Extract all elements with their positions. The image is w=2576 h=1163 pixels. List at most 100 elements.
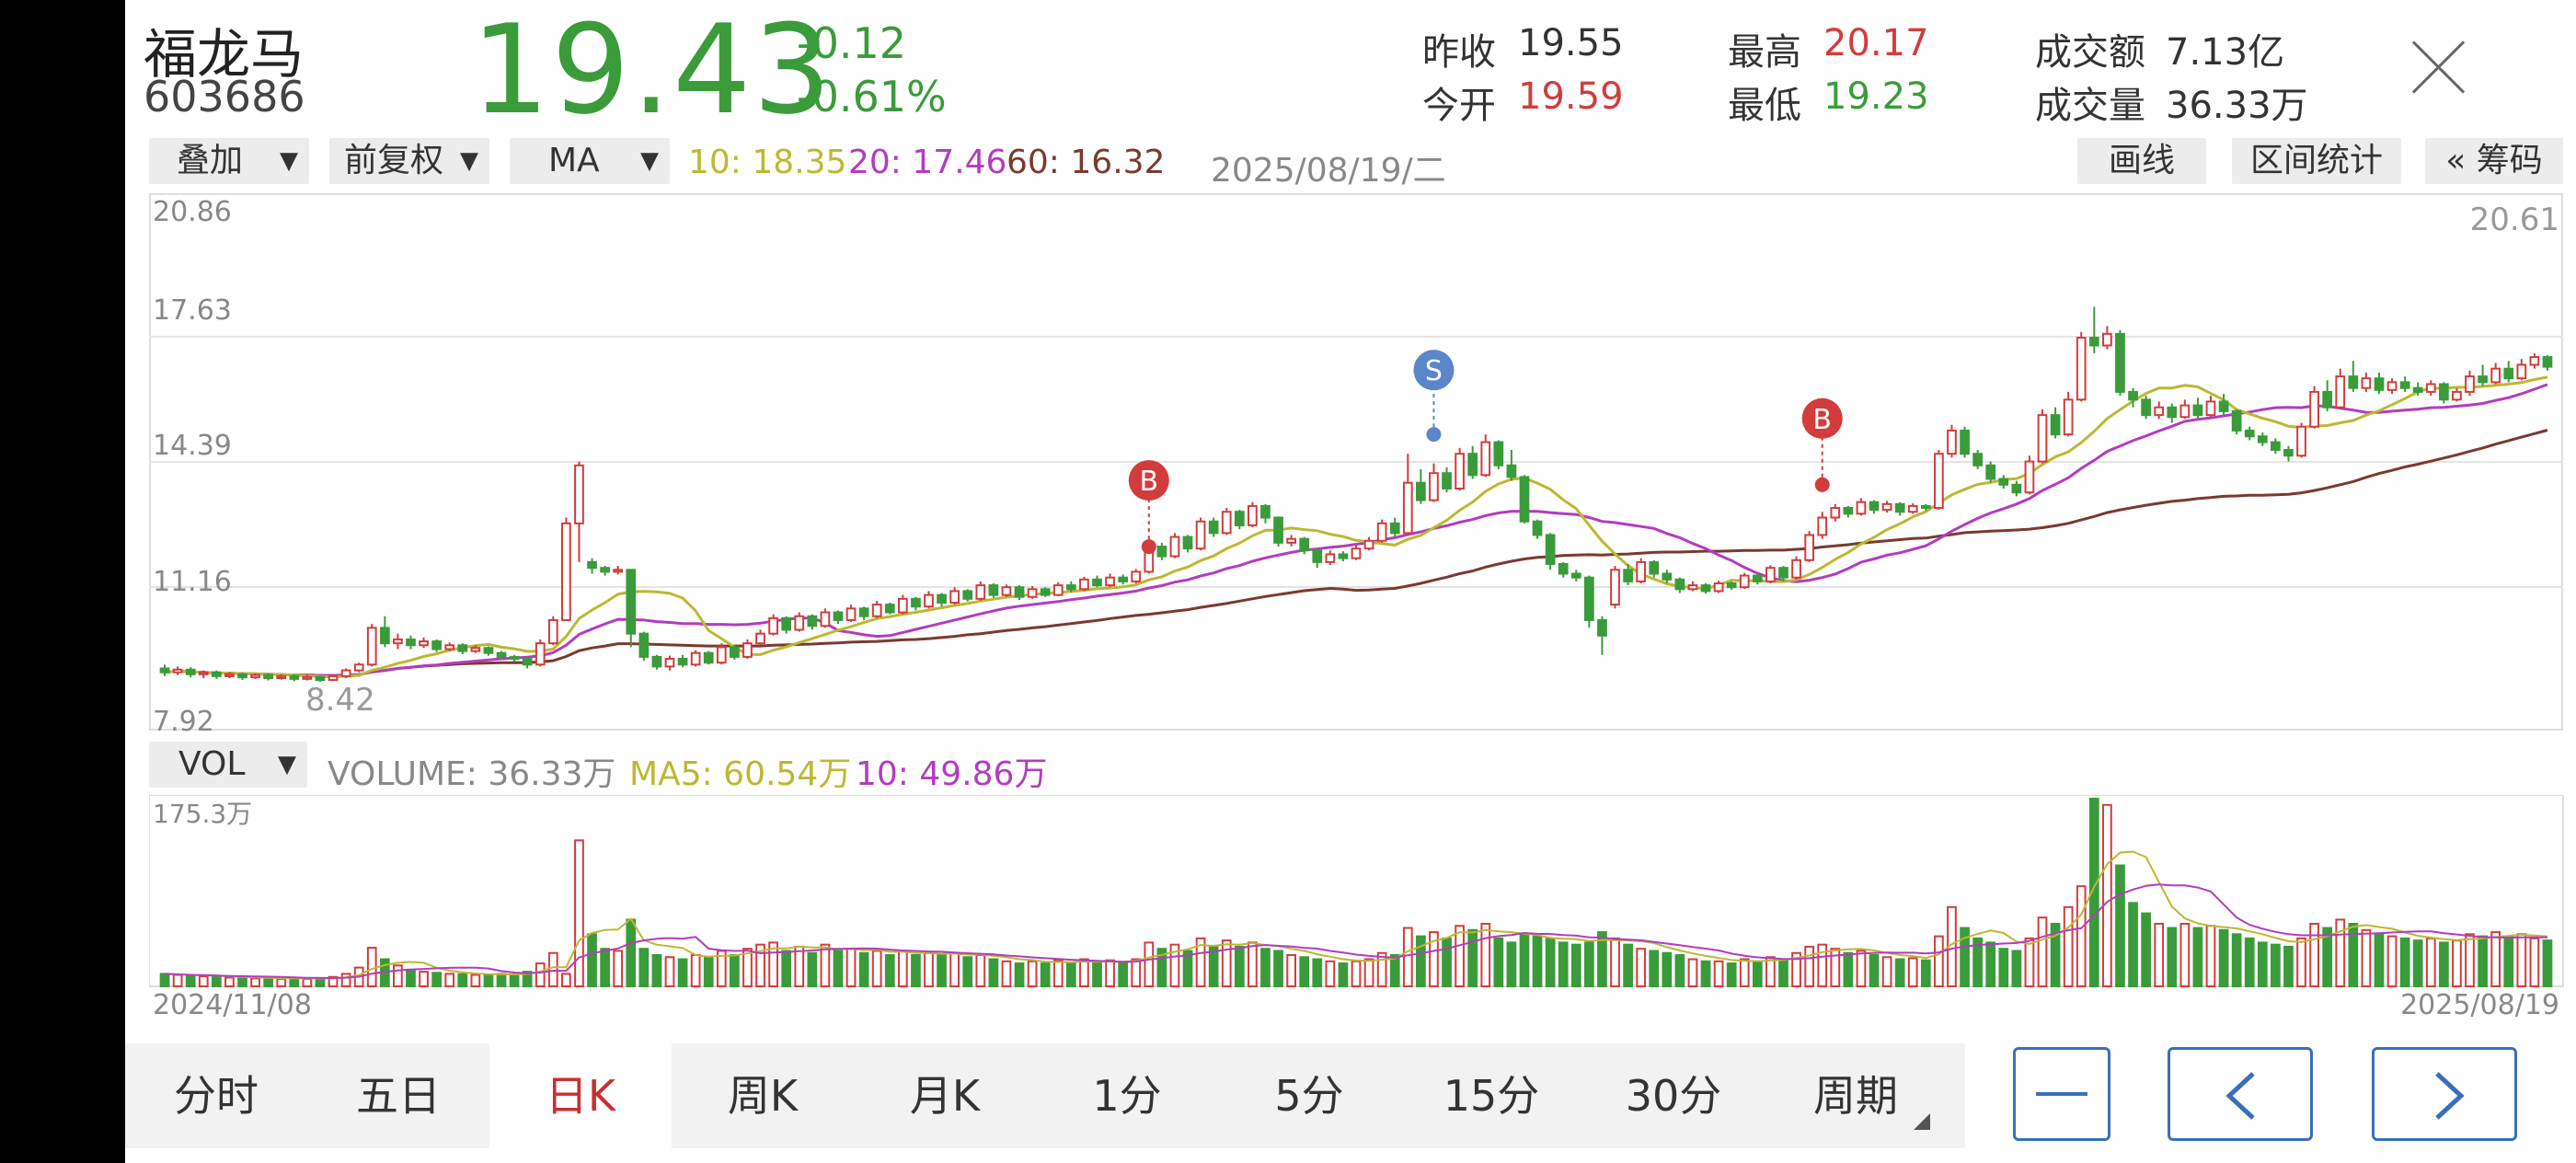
volume-bar (703, 956, 714, 987)
volume-bar (1623, 943, 1633, 988)
volume-bar (1713, 960, 1724, 988)
candle-down (2399, 381, 2410, 389)
volume-bar (638, 948, 650, 987)
volume-bar (2452, 939, 2462, 987)
volume-bar (1597, 931, 1607, 987)
candle-down (2218, 400, 2229, 412)
x-end-label: 2025/08/19 (2400, 989, 2559, 1019)
volume-bar (1998, 948, 2009, 987)
candle-down (1778, 567, 1788, 579)
range-stats-button[interactable]: 区间统计 (2232, 138, 2401, 184)
volume-bar (2335, 918, 2346, 987)
volume-bar (2063, 905, 2074, 987)
candle-down (2271, 441, 2281, 451)
candle-up (444, 644, 455, 651)
candle-up (535, 642, 546, 666)
volume-chart[interactable]: 175.3万 2024/11/08 2025/08/19 (149, 795, 2565, 1019)
volume-bar (755, 943, 765, 988)
tab-8[interactable]: 30分 (1625, 1071, 1722, 1121)
candle-down (781, 616, 792, 631)
volume-bar (651, 954, 662, 987)
candle-up (949, 590, 960, 605)
overlay-dropdown[interactable]: 叠加 ▼ (149, 138, 309, 184)
y-tick-label: 7.92 (153, 706, 214, 734)
candle-up (224, 673, 235, 677)
tab-4[interactable]: 月K (909, 1071, 981, 1121)
candle-down (911, 597, 921, 608)
tab-7[interactable]: 15分 (1443, 1071, 1540, 1121)
candle-down (2283, 448, 2294, 457)
vol-ma5: MA5: 60.54万 (629, 755, 852, 793)
volume-bar (1248, 941, 1258, 987)
volume-bar (1869, 954, 1880, 987)
vol-dropdown[interactable]: VOL ▼ (149, 742, 307, 788)
volume-bar (2296, 937, 2306, 988)
volume-bar (2386, 935, 2398, 988)
tab-5[interactable]: 1分 (1092, 1071, 1162, 1121)
tab-6[interactable]: 5分 (1274, 1071, 1344, 1121)
candle-down (379, 627, 390, 645)
candle-down (2231, 409, 2242, 432)
volume-bar (742, 948, 753, 987)
volume-bar (2102, 803, 2112, 987)
volume-bar (1894, 958, 1905, 988)
volume-bar (626, 918, 637, 987)
volume-bar (1843, 951, 1854, 988)
candle-down (1467, 453, 1478, 477)
candle-down (509, 655, 520, 660)
volume-bar (1052, 959, 1064, 988)
volume-bar (937, 954, 947, 987)
indicator-dropdown[interactable]: MA ▼ (510, 138, 670, 184)
volume-bar (1195, 937, 1206, 988)
volume-bar (1105, 959, 1115, 988)
candle-down (1014, 586, 1025, 598)
candle-up (1739, 574, 1750, 589)
volume-bar (2154, 923, 2165, 987)
volume-bar (2542, 939, 2553, 987)
candle-up (328, 674, 339, 682)
volume-bar (457, 973, 468, 987)
candle-up (2452, 390, 2462, 401)
candle-down (1260, 504, 1271, 519)
volume-bar (1765, 956, 1776, 987)
ma-lines (164, 375, 2548, 679)
adjust-dropdown[interactable]: 前复权 ▼ (329, 138, 489, 184)
volume-bar (1506, 941, 1517, 987)
tab-9[interactable]: 周期 (1813, 1071, 1898, 1121)
volume-label: 成交量 (2035, 85, 2145, 127)
volume-bar (2399, 937, 2410, 988)
candle-down (1920, 504, 1931, 510)
candle-down (315, 675, 326, 682)
volume-bar (690, 954, 701, 987)
close-icon[interactable] (2407, 35, 2471, 99)
tab-2[interactable]: 日K (489, 1043, 672, 1148)
volume-bar (1040, 962, 1051, 987)
volume-bar (1118, 962, 1129, 987)
candlestick-chart[interactable]: BSBS 20.86 17.63 14.39 11.16 7.92 20.61 … (149, 193, 2565, 734)
chips-button[interactable]: « 筹码 (2425, 138, 2563, 184)
volume-bar (1570, 943, 1581, 988)
volume-bar (911, 954, 921, 987)
candle-down (1843, 507, 1854, 515)
tab-0[interactable]: 分时 (174, 1071, 259, 1121)
candle-down (1649, 560, 1660, 575)
volume-bar (1079, 958, 1089, 988)
scroll-right-button[interactable] (2372, 1047, 2517, 1141)
volume-bar (328, 975, 339, 988)
candle-down (1312, 549, 1323, 563)
candle-down (833, 611, 844, 621)
open-value: 19.59 (1518, 75, 1624, 118)
tab-1[interactable]: 五日 (356, 1071, 441, 1121)
tab-3[interactable]: 周K (727, 1071, 799, 1121)
volume-bar (1182, 950, 1193, 987)
zoom-out-button[interactable] (2013, 1047, 2110, 1141)
candle-up (2205, 400, 2216, 417)
volume-bar (768, 941, 778, 987)
draw-line-button[interactable]: 画线 (2077, 138, 2206, 184)
volume-bar (2011, 950, 2022, 987)
scroll-left-button[interactable] (2168, 1047, 2313, 1141)
volume-bar (1791, 951, 1801, 988)
candle-up (1402, 481, 1413, 535)
volume-bar (185, 974, 196, 988)
volume-bar (845, 948, 857, 987)
